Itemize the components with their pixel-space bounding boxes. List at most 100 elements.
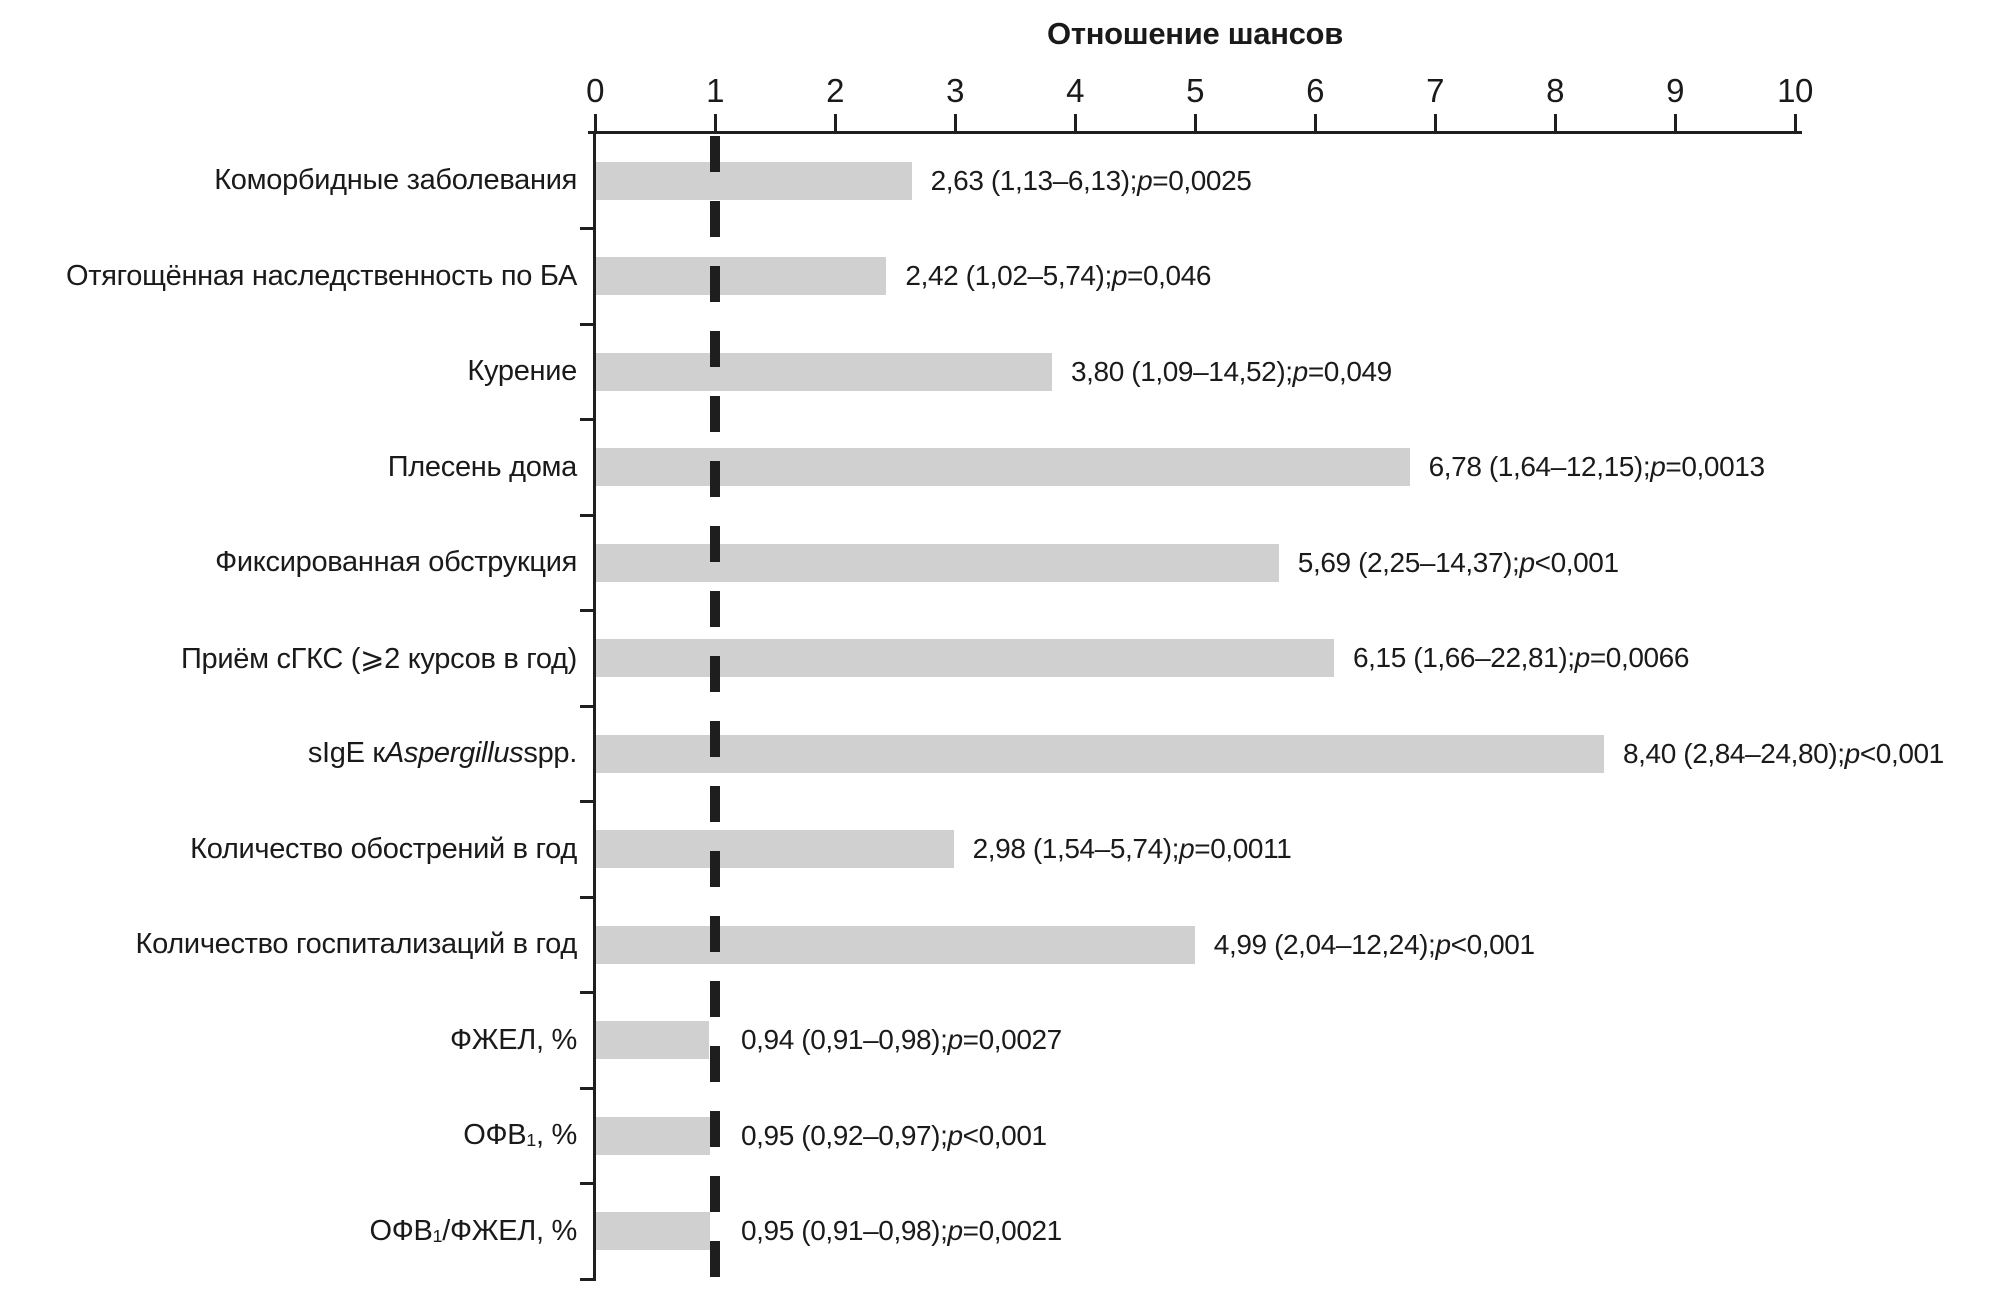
p-symbol: p <box>1650 451 1666 483</box>
chart-row: Курение 3,80 (1,09–14,52); p =0,049 <box>0 324 2012 420</box>
chart-row: ОФВ 1, % 0,95 (0,92–0,97); p <0,001 <box>0 1088 2012 1184</box>
p-symbol: p <box>1519 546 1535 578</box>
p-symbol: p <box>1574 642 1591 674</box>
chart-row: Приём сГКС (⩾2 курсов в год) 6,15 (1,66–2… <box>0 611 2012 707</box>
or-ci-p-annotation: 2,98 (1,54–5,74); p =0,0011 <box>973 802 1292 898</box>
odds-ratio-bar <box>596 352 1052 391</box>
or-ci-text: 6,15 (1,66–22,81); <box>1353 642 1575 674</box>
chart-row: Количество госпитализаций в год 4,99 (2,0… <box>0 897 2012 993</box>
x-axis-tick-mark <box>1073 114 1077 132</box>
p-symbol: p <box>1844 737 1861 769</box>
row-label-text: Aspergillus <box>384 737 524 770</box>
odds-ratio-bar <box>596 257 887 296</box>
row-label-text: ФЖЕЛ, % <box>450 1023 577 1056</box>
row-label-text: Приём сГКС (⩾2 курсов в год) <box>180 642 577 675</box>
x-axis-tick-mark <box>1793 114 1797 132</box>
p-value-text: =0,0027 <box>962 1024 1063 1056</box>
p-value-text: <0,001 <box>1859 737 1944 769</box>
chart-row: Фиксированная обструкция 5,69 (2,25–14,37… <box>0 515 2012 611</box>
odds-ratio-bar <box>596 830 954 869</box>
or-ci-text: 2,63 (1,13–6,13); <box>930 164 1138 196</box>
p-symbol: p <box>1111 260 1128 292</box>
p-value-text: =0,0066 <box>1589 642 1690 674</box>
or-ci-text: 0,94 (0,91–0,98); <box>741 1024 948 1056</box>
reference-line-or-1 <box>710 136 720 1288</box>
row-label-text: Курение <box>467 355 577 388</box>
y-axis-tick-mark <box>580 800 594 803</box>
or-ci-p-annotation: 6,15 (1,66–22,81); p =0,0066 <box>1353 611 1689 707</box>
row-label-text: ОФВ <box>369 1214 433 1247</box>
p-symbol: p <box>947 1215 963 1247</box>
chart-row: Отягощённая наследственность по БА 2,42 (… <box>0 229 2012 325</box>
p-value-text: <0,001 <box>962 1119 1047 1151</box>
x-axis-tick-mark <box>1553 114 1557 132</box>
x-axis-tick-label: 7 <box>1426 72 1444 109</box>
odds-ratio-bar <box>596 1116 710 1155</box>
y-axis-tick-mark <box>580 991 594 994</box>
or-ci-text: 8,40 (2,84–24,80); <box>1623 737 1845 769</box>
x-axis-tick-label: 10 <box>1777 72 1813 109</box>
p-value-text: =0,0013 <box>1665 451 1765 483</box>
x-axis-tick-mark <box>713 114 717 132</box>
odds-ratio-bar <box>596 1212 710 1251</box>
chart-row: ФЖЕЛ, % 0,94 (0,91–0,98); p =0,0027 <box>0 993 2012 1089</box>
odds-ratio-bar <box>596 734 1604 773</box>
p-symbol: p <box>1137 164 1153 196</box>
x-axis-tick-label: 4 <box>1066 72 1084 109</box>
or-ci-p-annotation: 6,78 (1,64–12,15); p =0,0013 <box>1429 420 1765 516</box>
p-value-text: <0,001 <box>1534 546 1619 578</box>
row-label: Количество госпитализаций в год <box>0 897 578 993</box>
chart-row: ОФВ 1/ФЖЕЛ, % 0,95 (0,91–0,98); p =0,0021 <box>0 1184 2012 1280</box>
y-axis-tick-mark <box>580 322 594 326</box>
y-axis-tick-mark <box>580 418 594 421</box>
or-ci-text: 2,98 (1,54–5,74); <box>972 833 1180 865</box>
or-ci-p-annotation: 0,95 (0,92–0,97); p <0,001 <box>741 1088 1047 1184</box>
or-ci-text: 5,69 (2,25–14,37); <box>1297 546 1520 578</box>
or-ci-p-annotation: 8,40 (2,84–24,80); p <0,001 <box>1623 706 1944 802</box>
or-ci-text: 2,42 (1,02–5,74); <box>905 260 1112 292</box>
row-label-text: Фиксированная обструкция <box>215 546 577 579</box>
chart-row: Плесень дома 6,78 (1,64–12,15); p =0,0013 <box>0 420 2012 516</box>
p-symbol: p <box>947 1024 963 1056</box>
x-axis-tick-mark <box>1673 114 1677 132</box>
or-ci-p-annotation: 2,42 (1,02–5,74); p =0,046 <box>905 229 1211 325</box>
row-label: Количество обострений в год <box>0 802 577 898</box>
x-axis-tick-label: 8 <box>1546 72 1564 109</box>
row-label-text: Количество обострений в год <box>190 832 577 865</box>
x-axis-tick-label: 1 <box>706 72 724 109</box>
y-axis-tick-mark <box>580 227 594 230</box>
chart-row: Коморбидные заболевания 2,63 (1,13–6,13);… <box>0 133 2012 229</box>
chart-row: Количество обострений в год 2,98 (1,54–5,… <box>0 802 2012 898</box>
x-axis-tick-label: 5 <box>1186 72 1204 109</box>
p-value-text: =0,046 <box>1127 260 1212 292</box>
p-symbol: p <box>1435 928 1451 960</box>
row-label-text: , % <box>536 1119 577 1152</box>
row-label: Курение <box>0 324 577 420</box>
y-axis-tick-mark <box>580 704 594 708</box>
row-label: Плесень дома <box>0 420 578 516</box>
y-axis-tick-mark <box>580 609 594 612</box>
odds-ratio-bar <box>596 639 1334 678</box>
x-axis-tick-mark <box>1433 114 1437 132</box>
or-ci-text: 0,95 (0,91–0,98); <box>741 1215 948 1247</box>
x-axis-tick-mark <box>1313 114 1317 132</box>
y-axis-line <box>593 133 596 1281</box>
row-label-text: Отягощённая наследственность по БА <box>65 259 577 292</box>
p-value-text: =0,049 <box>1307 355 1392 387</box>
row-label-text: Плесень дома <box>387 450 578 483</box>
or-ci-p-annotation: 3,80 (1,09–14,52); p =0,049 <box>1071 324 1392 420</box>
x-axis-tick-mark <box>1193 114 1197 132</box>
or-ci-text: 3,80 (1,09–14,52); <box>1071 355 1293 387</box>
or-ci-p-annotation: 5,69 (2,25–14,37); p <0,001 <box>1298 515 1619 611</box>
x-axis-tick-mark <box>953 114 957 132</box>
y-axis-tick-mark <box>580 1277 594 1281</box>
y-axis-tick-mark <box>580 513 594 517</box>
p-value-text: =0,0025 <box>1152 164 1252 196</box>
or-ci-p-annotation: 0,95 (0,91–0,98); p =0,0021 <box>741 1184 1062 1280</box>
row-label-text: 1 <box>432 1225 443 1246</box>
odds-ratio-bar <box>596 1021 709 1060</box>
x-axis-tick-label: 0 <box>586 72 604 109</box>
or-ci-p-annotation: 4,99 (2,04–12,24); p <0,001 <box>1214 897 1535 993</box>
odds-ratio-bar <box>596 161 912 200</box>
chart-title: Отношение шансов <box>1047 16 1343 51</box>
